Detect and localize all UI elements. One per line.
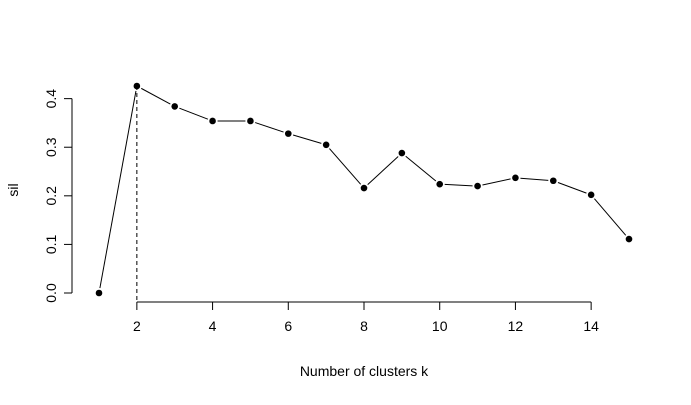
series-line-segment: [367, 156, 399, 186]
data-point: [625, 235, 633, 243]
y-tick-label: 0.2: [43, 186, 59, 206]
series-line-segment: [444, 183, 473, 187]
series-line-segment: [292, 134, 322, 144]
series-line-segment: [594, 198, 627, 236]
data-point: [512, 174, 519, 182]
x-tick-label: 10: [432, 318, 448, 334]
series-line-segment: [405, 155, 437, 182]
x-tick-label: 6: [284, 318, 292, 334]
series-line-segment: [520, 177, 549, 181]
data-point: [549, 177, 557, 185]
axes-group: 2 4 6 8 10 12 14 0.0 0.1 0.2 0.3 0.4: [43, 89, 599, 334]
data-point: [247, 117, 254, 125]
y-tick-label: 0.0: [43, 283, 59, 303]
series-line-segment: [255, 122, 284, 133]
series-line-segment: [557, 182, 587, 194]
series-line-segment: [141, 87, 171, 105]
data-point: [360, 184, 368, 192]
series-line-segment: [482, 178, 511, 186]
data-point: [95, 289, 103, 297]
y-tick-label: 0.1: [43, 234, 59, 254]
x-tick-label: 12: [508, 318, 524, 334]
x-tick-label: 2: [133, 318, 141, 334]
y-axis-label: sil: [5, 183, 21, 196]
data-point: [209, 117, 216, 125]
x-tick-label: 8: [360, 318, 368, 334]
data-point: [171, 103, 179, 110]
y-tick-label: 0.4: [43, 89, 59, 109]
data-point: [474, 182, 481, 190]
marks-group: [95, 82, 633, 302]
series-line-segment: [329, 148, 362, 185]
data-point: [587, 191, 595, 199]
data-point: [284, 130, 292, 137]
data-point: [133, 82, 141, 90]
series-line-segment: [99, 90, 137, 289]
x-tick-label: 4: [209, 318, 217, 334]
y-tick-label: 0.3: [43, 137, 59, 157]
x-tick-label: 14: [583, 318, 599, 334]
x-axis-label: Number of clusters k: [300, 363, 429, 379]
data-point: [398, 149, 406, 157]
data-point: [436, 180, 444, 188]
series-line-segment: [179, 107, 209, 120]
data-point: [322, 141, 330, 149]
